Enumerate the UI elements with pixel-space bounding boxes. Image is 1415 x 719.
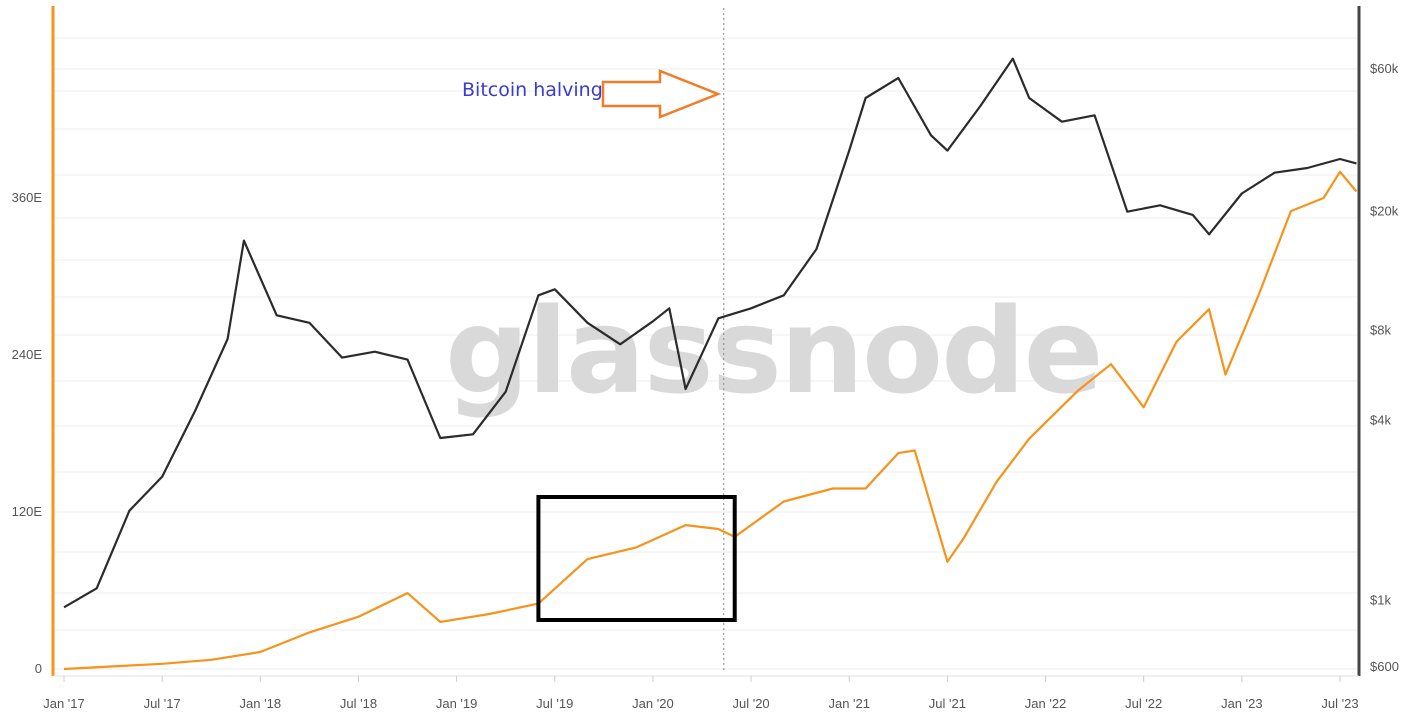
- x-tick-label: Jan '22: [1025, 696, 1067, 711]
- x-tick-label: Jul '18: [340, 696, 377, 711]
- x-tick-label: Jan '19: [436, 696, 478, 711]
- series-line-right-axis: [63, 57, 1357, 609]
- x-tick-label: Jul '21: [929, 696, 966, 711]
- x-tick-label: Jan '21: [828, 696, 870, 711]
- x-tick-label: Jan '20: [632, 696, 674, 711]
- right-y-tick-label: $20k: [1370, 204, 1399, 219]
- right-y-tick-label: $60k: [1370, 61, 1399, 76]
- x-tick-label: Jul '19: [536, 696, 573, 711]
- left-y-tick-label: 120E: [12, 504, 43, 519]
- left-y-tick-label: 0: [35, 661, 42, 676]
- x-tick-label: Jan '18: [240, 696, 282, 711]
- halving-arrow: [601, 69, 722, 119]
- right-y-tick-label: $1k: [1370, 593, 1391, 608]
- left-y-tick-label: 240E: [12, 347, 43, 362]
- x-tick-labels: Jan '17 Jul '17 Jan '18 Jul '18 Jan '19 Jul '…: [43, 676, 1359, 711]
- gridlines: [55, 37, 1357, 670]
- highlight-box: [536, 495, 737, 622]
- x-tick-label: Jan '17: [43, 696, 85, 711]
- right-y-tick-labels: $600 $1k $4k $8k $20k $60k: [1370, 61, 1399, 674]
- left-y-tick-labels: 0 120E 240E 360E: [12, 190, 43, 676]
- left-y-tick-label: 360E: [12, 190, 43, 205]
- right-y-tick-label: $600: [1370, 659, 1399, 674]
- series-line-left-axis: [63, 170, 1358, 671]
- watermark: glassnode: [445, 282, 1102, 420]
- x-tick-label: Jul '22: [1125, 696, 1162, 711]
- x-tick-label: Jul '23: [1321, 696, 1358, 711]
- x-tick-label: Jan '23: [1221, 696, 1263, 711]
- x-tick-label: Jul '17: [144, 696, 181, 711]
- right-y-tick-label: $4k: [1370, 413, 1391, 428]
- right-y-tick-label: $8k: [1370, 323, 1391, 338]
- x-tick-label: Jul '20: [732, 696, 769, 711]
- halving-annotation: Bitcoin halving: [462, 79, 603, 101]
